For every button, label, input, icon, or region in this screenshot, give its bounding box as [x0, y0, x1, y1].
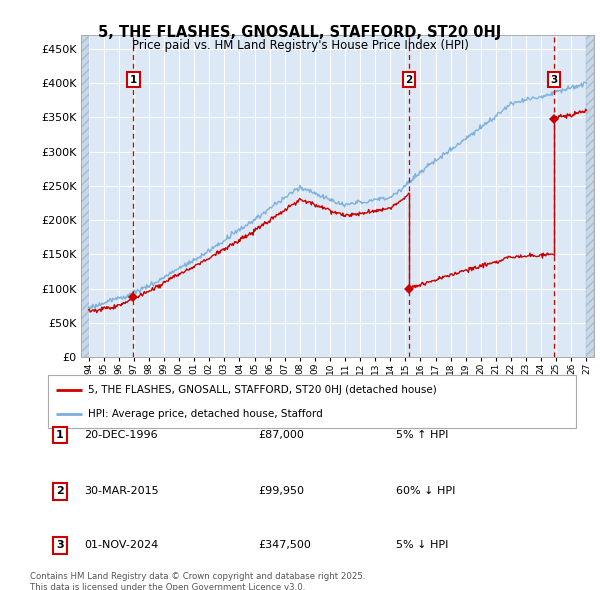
Text: 60% ↓ HPI: 60% ↓ HPI	[396, 486, 455, 496]
Text: 2: 2	[56, 486, 64, 496]
Text: Contains HM Land Registry data © Crown copyright and database right 2025.
This d: Contains HM Land Registry data © Crown c…	[30, 572, 365, 590]
Text: 3: 3	[56, 540, 64, 550]
Text: 01-NOV-2024: 01-NOV-2024	[84, 540, 158, 550]
Text: 5% ↑ HPI: 5% ↑ HPI	[396, 430, 448, 440]
Text: 3: 3	[550, 75, 557, 85]
Text: Price paid vs. HM Land Registry's House Price Index (HPI): Price paid vs. HM Land Registry's House …	[131, 39, 469, 52]
Text: 5, THE FLASHES, GNOSALL, STAFFORD, ST20 0HJ (detached house): 5, THE FLASHES, GNOSALL, STAFFORD, ST20 …	[88, 385, 436, 395]
FancyBboxPatch shape	[48, 375, 576, 428]
Text: £87,000: £87,000	[258, 430, 304, 440]
Text: £99,950: £99,950	[258, 486, 304, 496]
Text: HPI: Average price, detached house, Stafford: HPI: Average price, detached house, Staf…	[88, 409, 322, 419]
Bar	[586, 35, 594, 357]
Text: 2: 2	[406, 75, 413, 85]
Text: 5, THE FLASHES, GNOSALL, STAFFORD, ST20 0HJ: 5, THE FLASHES, GNOSALL, STAFFORD, ST20 …	[98, 25, 502, 40]
Bar	[81, 35, 89, 357]
Text: 20-DEC-1996: 20-DEC-1996	[84, 430, 158, 440]
Text: 5% ↓ HPI: 5% ↓ HPI	[396, 540, 448, 550]
Text: £347,500: £347,500	[258, 540, 311, 550]
Text: 1: 1	[130, 75, 137, 85]
Text: 30-MAR-2015: 30-MAR-2015	[84, 486, 158, 496]
Text: 1: 1	[56, 430, 64, 440]
